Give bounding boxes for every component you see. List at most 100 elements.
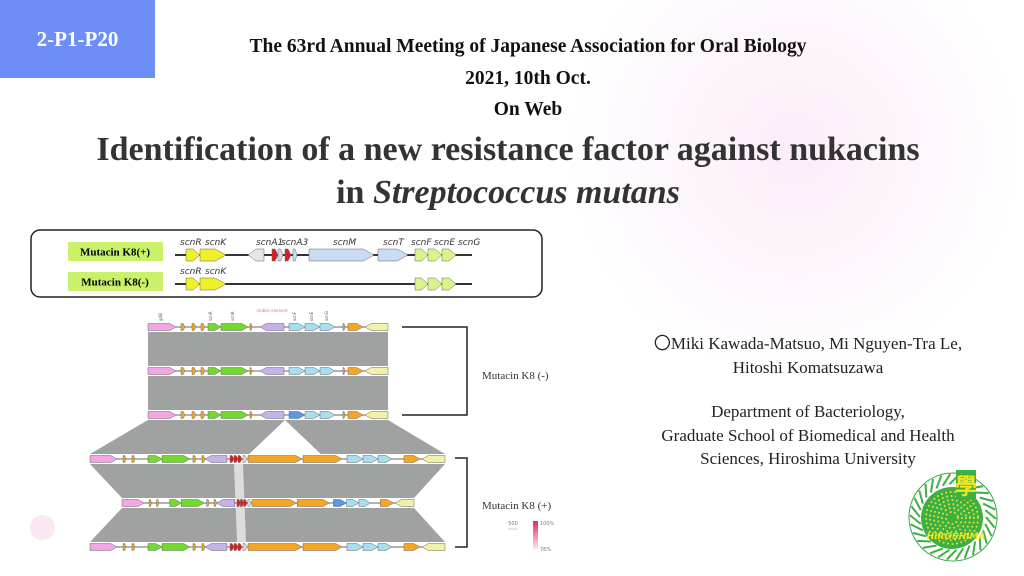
meeting-name: The 63rd Annual Meeting of Japanese Asso…: [249, 36, 807, 57]
gene-arrow: [201, 543, 206, 551]
gene-arrow: [131, 455, 136, 463]
gene-arrow: [342, 367, 346, 375]
gene-label: scnM: [333, 238, 356, 248]
gene-arrow: [347, 411, 364, 419]
gene-arrow: [200, 411, 206, 419]
gene-arrow: [220, 411, 249, 419]
gene-arrow: [333, 499, 348, 507]
gene-arrow: [364, 323, 389, 331]
gene-label: scnA3: [281, 238, 308, 248]
gene-label: scnA1: [256, 238, 283, 248]
gene-arrow: [206, 499, 210, 507]
gene-arrow: [185, 277, 201, 291]
gene-arrow: [441, 248, 457, 262]
gene-arrow: [308, 248, 375, 262]
gene-arrow: [200, 367, 206, 375]
group-minus-label: Mutacin K8 (-): [482, 370, 549, 382]
gene-arrow: [207, 411, 222, 419]
gene-arrow: [346, 455, 364, 463]
gene-arrow: [364, 367, 389, 375]
gene-arrow: [259, 367, 285, 375]
gene-arrow: [237, 543, 243, 551]
gene-arrow: [271, 248, 279, 262]
gene-arrow: [427, 248, 443, 262]
gene-arrow: [89, 455, 118, 463]
gene-arrow: [169, 499, 182, 507]
gene-arrow: [394, 499, 415, 507]
group-plus-label: Mutacin K8 (+): [482, 500, 551, 512]
gene-arrow: [147, 323, 177, 331]
gene-arrow: [147, 411, 177, 419]
gene-arrow: [122, 455, 127, 463]
gene-arrow: [204, 543, 228, 551]
gene-label: scnF: [292, 311, 297, 321]
similarity-band: [90, 508, 445, 542]
gene-arrow: [242, 455, 248, 463]
gene-arrow: [233, 543, 239, 551]
gene-arrow: [121, 499, 145, 507]
svg-text:學: 學: [955, 474, 977, 500]
gene-arrow: [427, 277, 443, 291]
gene-arrow: [288, 323, 306, 331]
gene-arrow: [233, 455, 239, 463]
gene-arrow: [304, 367, 321, 375]
gene-arrow: [220, 367, 249, 375]
hiroshima-university-logo: 學 HIROSHIMA: [908, 470, 998, 562]
gene-arrow: [247, 455, 303, 463]
identity-min-label: 76%: [540, 547, 551, 553]
gene-arrow: [236, 499, 241, 507]
affiliation-line2: Graduate School of Biomedical and Health: [661, 425, 955, 445]
gene-arrow: [342, 411, 346, 419]
authors: 〇Miki Kawada-Matsuo, Mi Nguyen-Tra Le, H…: [608, 332, 1008, 379]
gene-arrow: [240, 499, 245, 507]
poster-number-badge: 2-P1-P20: [0, 0, 155, 78]
bracket-minus: [402, 326, 468, 416]
gene-arrow: [284, 248, 292, 262]
gene-arrow: [251, 499, 297, 507]
gene-label: scnF: [411, 238, 432, 248]
gene-arrow: [304, 323, 321, 331]
insertion-gap: [245, 420, 325, 458]
gene-arrow: [249, 323, 253, 331]
gene-arrow: [161, 543, 191, 551]
gene-arrow: [302, 455, 343, 463]
gene-arrow: [89, 543, 118, 551]
gene-arrow: [237, 455, 243, 463]
gene-arrow: [220, 323, 249, 331]
identity-max-label: 100%: [540, 521, 555, 527]
gene-arrow: [414, 277, 429, 291]
gene-arrow: [147, 455, 163, 463]
bracket-plus: [455, 457, 468, 548]
mobile-element-label: mobile element: [256, 308, 288, 313]
gene-arrow: [259, 323, 285, 331]
gene-arrow: [216, 499, 235, 507]
gene-arrow: [302, 543, 343, 551]
gene-arrow: [122, 543, 127, 551]
gene-arrow: [180, 323, 186, 331]
gene-arrow: [414, 248, 429, 262]
gene-label: gdB: [158, 313, 163, 321]
gene-arrow: [229, 543, 235, 551]
mutacin-minus-label-box: [68, 272, 163, 291]
gene-arrow: [185, 248, 201, 262]
identity-color-scale: [533, 521, 538, 549]
gene-arrow: [180, 367, 186, 375]
meeting-venue: On Web: [493, 99, 563, 120]
gene-label: scnK: [205, 267, 227, 277]
affiliation-line1: Department of Bacteriology,: [711, 402, 905, 421]
affiliation: Department of Bacteriology, Graduate Sch…: [608, 400, 1008, 471]
gene-arrow: [296, 499, 330, 507]
gene-label: scnR: [180, 238, 202, 248]
gene-arrow: [288, 411, 306, 419]
gene-label: scnE: [309, 311, 314, 321]
mutacin-plus-label-box: [68, 242, 163, 261]
gene-arrow: [288, 367, 306, 375]
similarity-band: [148, 376, 388, 410]
gene-label: scnT: [383, 238, 405, 248]
gene-label: scnK: [205, 238, 227, 248]
gene-arrow: [347, 323, 364, 331]
gene-arrow: [319, 323, 336, 331]
gene-arrow: [342, 323, 346, 331]
gene-arrow: [247, 248, 265, 262]
gene-arrow: [358, 499, 371, 507]
